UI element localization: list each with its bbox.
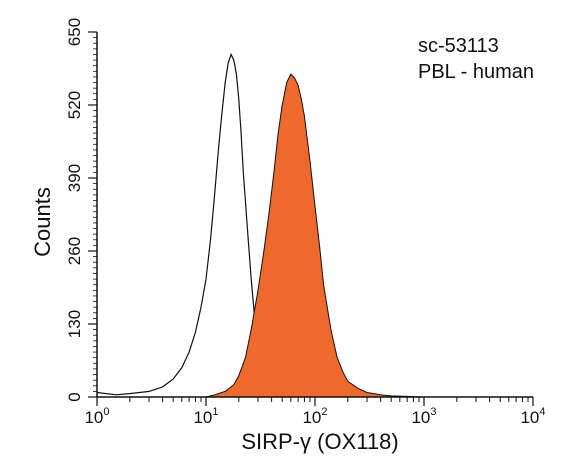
- y-tick-label: 260: [65, 237, 84, 265]
- x-tick-label: 100: [84, 406, 109, 427]
- y-tick-label: 520: [65, 91, 84, 119]
- x-tick-label: 101: [193, 406, 218, 427]
- y-axis: 0 130 260 390 520 650: [65, 18, 98, 402]
- x-tick-label: 103: [411, 406, 436, 427]
- x-tick-label: 104: [520, 406, 545, 427]
- x-tick-label: 102: [302, 406, 327, 427]
- y-tick-label: 0: [65, 392, 84, 401]
- y-tick-label: 650: [65, 18, 84, 46]
- annotation-catalog-number: sc-53113: [418, 35, 499, 57]
- x-axis-title: SIRP-γ (OX118): [241, 429, 398, 454]
- annotation-sample: PBL - human: [418, 61, 534, 83]
- x-axis: 100 101 102 103 104: [84, 396, 546, 427]
- y-tick-label: 130: [65, 310, 84, 338]
- series-1-filled-histogram: [205, 73, 425, 398]
- y-tick-label: 390: [65, 164, 84, 192]
- plot-series: [96, 52, 425, 398]
- y-axis-title: Counts: [30, 187, 55, 257]
